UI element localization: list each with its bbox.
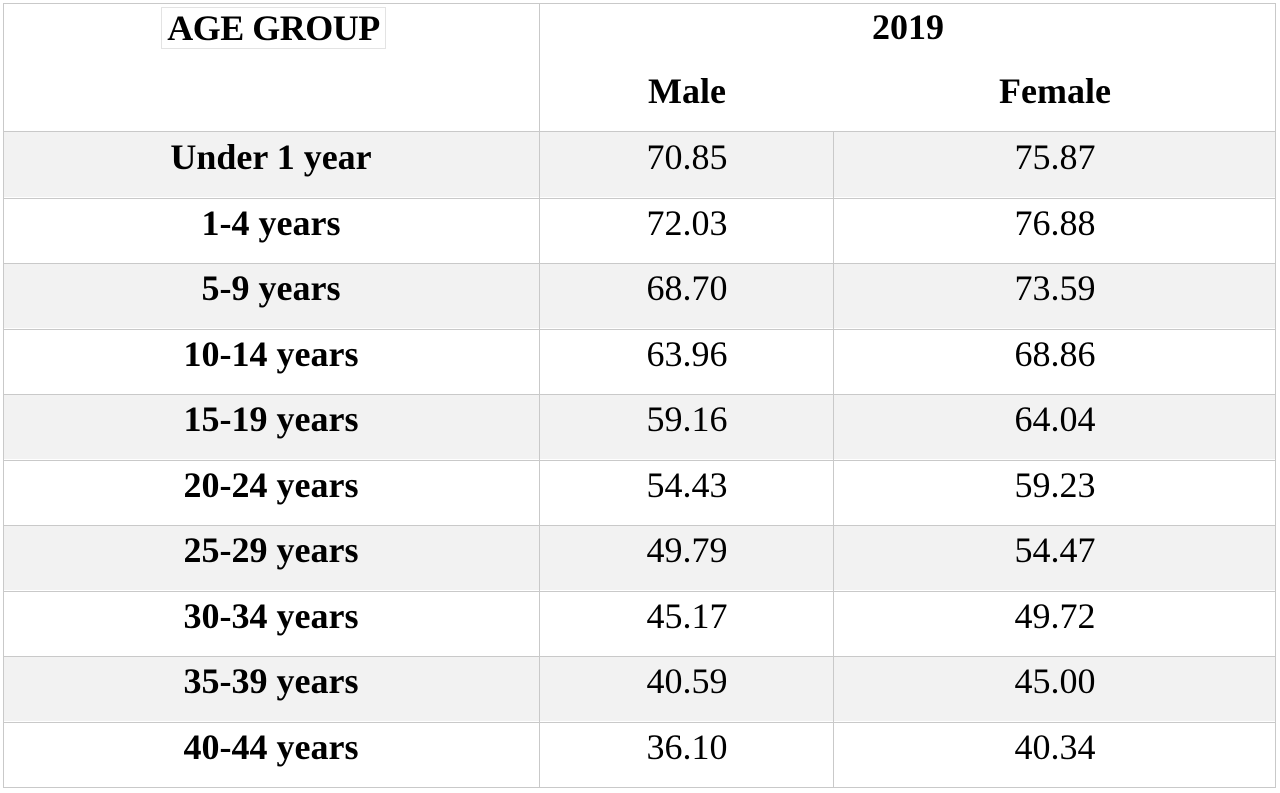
age-group-cell: 5-9 years [201,267,341,308]
row-divider [3,525,1276,526]
female-value-cell: 54.47 [1014,529,1096,570]
female-value-cell: 76.88 [1014,202,1096,243]
male-value-cell: 36.10 [646,726,728,767]
female-value-cell: 73.59 [1014,267,1096,308]
male-value-cell: 63.96 [646,333,728,374]
age-group-cell: 40-44 years [183,726,359,767]
table-border-top [3,3,1276,4]
row-divider [3,198,1276,199]
female-value-cell: 68.86 [1014,333,1096,374]
male-value-cell: 40.59 [646,660,728,701]
row-divider [3,722,1276,723]
table-row [3,263,1276,328]
age-group-cell: 20-24 years [183,464,359,505]
age-group-cell: 10-14 years [183,333,359,374]
female-value-cell: 40.34 [1014,726,1096,767]
table-row [3,132,1276,197]
male-value-cell: 70.85 [646,136,728,177]
age-group-cell: Under 1 year [170,136,372,177]
year-header: 2019 [872,7,944,47]
row-divider [3,263,1276,264]
male-value-cell: 59.16 [646,398,728,439]
table-border-left [3,3,4,788]
row-divider [3,329,1276,330]
column-divider-sex [833,131,834,788]
column-divider-age [539,3,540,788]
female-value-cell: 64.04 [1014,398,1096,439]
female-value-cell: 75.87 [1014,136,1096,177]
age-group-cell: 30-34 years [183,595,359,636]
table-border-bottom [3,787,1276,788]
male-value-cell: 68.70 [646,267,728,308]
age-group-cell: 25-29 years [183,529,359,570]
table-row [3,656,1276,721]
row-divider [3,656,1276,657]
female-value-cell: 49.72 [1014,595,1096,636]
female-header: Female [999,70,1111,111]
table-row [3,525,1276,590]
age-group-cell: 15-19 years [183,398,359,439]
header-divider [3,131,1276,132]
row-divider [3,394,1276,395]
male-value-cell: 72.03 [646,202,728,243]
age-group-header: AGE GROUP [161,7,386,49]
row-divider [3,591,1276,592]
table-row [3,394,1276,459]
male-value-cell: 54.43 [646,464,728,505]
age-group-cell: 1-4 years [201,202,341,243]
age-group-cell: 35-39 years [183,660,359,701]
male-header: Male [648,70,726,111]
life-expectancy-table: AGE GROUP 2019 Male Female Under 1 year 7… [3,3,1276,788]
female-value-cell: 45.00 [1014,660,1096,701]
male-value-cell: 49.79 [646,529,728,570]
table-border-right [1275,3,1276,788]
male-value-cell: 45.17 [646,595,728,636]
row-divider [3,460,1276,461]
female-value-cell: 59.23 [1014,464,1096,505]
